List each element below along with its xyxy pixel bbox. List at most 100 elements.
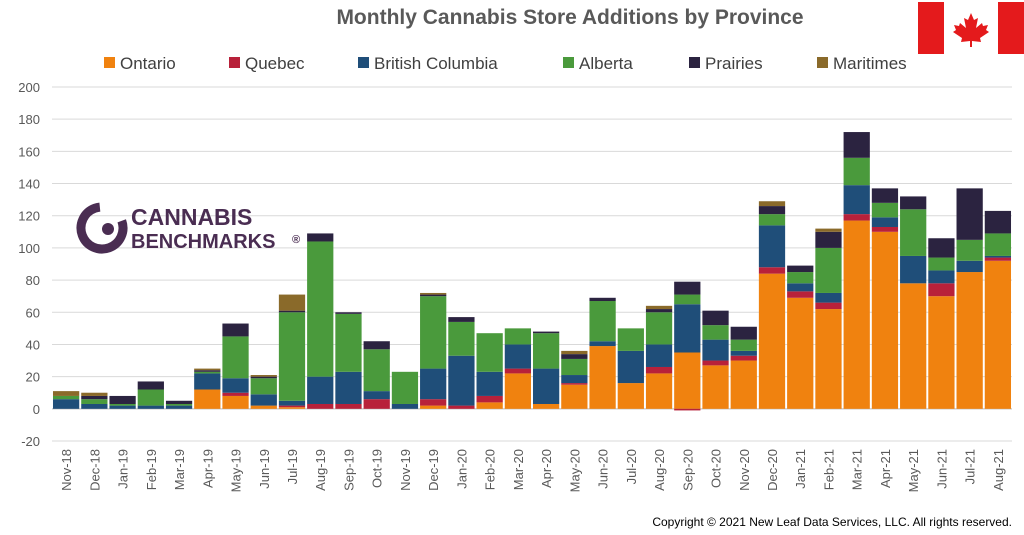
logo-line2: BENCHMARKS (131, 231, 275, 253)
bar-ontario-dec-19 (420, 405, 447, 409)
bar-prairies-may-19 (222, 323, 249, 337)
bar-alberta-jan-19 (109, 403, 136, 406)
bar-prairies-feb-19 (137, 381, 164, 390)
bar-alberta-jan-20 (448, 321, 475, 356)
bar-prairies-oct-20 (702, 310, 729, 326)
legend-swatch-ontario (104, 57, 115, 68)
bar-quebec-apr-21 (871, 226, 899, 232)
bar-quebec-feb-20 (476, 395, 503, 403)
bar-ontario-apr-19 (194, 389, 221, 409)
x-tick-label: May-19 (229, 449, 244, 492)
y-tick-label: 120 (18, 209, 40, 224)
x-tick-label: Jun-19 (257, 449, 272, 489)
legend-swatch-quebec (229, 57, 240, 68)
x-tick-label: Apr-21 (878, 449, 893, 488)
bar-british-columbia-feb-19 (137, 405, 164, 409)
bar-prairies-jul-19 (278, 310, 306, 313)
bar-prairies-dec-18 (81, 395, 108, 400)
y-tick-label: 60 (26, 305, 40, 320)
bar-alberta-feb-19 (137, 389, 164, 406)
bar-prairies-sep-19 (335, 312, 362, 314)
x-tick-label: Aug-20 (652, 449, 667, 491)
bar-maritimes-apr-19 (194, 368, 221, 371)
bar-prairies-jan-20 (448, 317, 475, 322)
x-tick-label: Nov-20 (737, 449, 752, 491)
bar-alberta-nov-20 (730, 339, 757, 351)
x-tick-label: Dec-18 (87, 449, 102, 491)
bar-alberta-jun-20 (589, 301, 616, 342)
bar-quebec-mar-21 (843, 214, 870, 221)
bar-alberta-may-21 (900, 209, 927, 256)
bar-alberta-jun-19 (250, 378, 277, 395)
bar-ontario-may-21 (900, 283, 927, 409)
bar-ontario-oct-20 (702, 365, 729, 409)
bar-british-columbia-jun-20 (589, 341, 616, 347)
bar-ontario-feb-21 (815, 309, 842, 409)
bar-alberta-oct-20 (702, 325, 729, 340)
bar-british-columbia-dec-19 (420, 368, 447, 400)
bar-alberta-aug-19 (307, 241, 334, 377)
x-tick-label: Jul-21 (963, 449, 978, 484)
bar-alberta-apr-20 (532, 333, 560, 369)
y-tick-label: 140 (18, 177, 40, 192)
bar-alberta-mar-21 (843, 157, 870, 186)
x-tick-label: Sep-20 (680, 449, 695, 491)
bar-alberta-aug-20 (645, 312, 673, 345)
bar-alberta-feb-20 (476, 333, 503, 372)
x-tick-label: Nov-18 (59, 449, 74, 491)
bar-ontario-dec-20 (758, 273, 786, 409)
x-tick-label: Dec-20 (765, 449, 780, 491)
x-tick-label: Jul-19 (285, 449, 300, 484)
bar-alberta-dec-18 (81, 399, 108, 404)
bar-prairies-jun-19 (250, 376, 277, 379)
bar-quebec-oct-19 (363, 399, 390, 409)
x-tick-label: Feb-20 (483, 449, 498, 490)
y-tick-label: 0 (33, 402, 40, 417)
bar-ontario-feb-20 (476, 402, 503, 409)
x-tick-label: Dec-19 (426, 449, 441, 491)
x-tick-label: Feb-21 (821, 449, 836, 490)
bar-british-columbia-dec-20 (758, 225, 786, 268)
bar-quebec-aug-19 (307, 403, 334, 409)
bar-prairies-jul-21 (956, 188, 983, 240)
x-tick-label: Jan-21 (793, 449, 808, 489)
x-tick-label: May-21 (906, 449, 921, 492)
bar-prairies-mar-19 (165, 400, 193, 404)
bar-british-columbia-oct-20 (702, 339, 729, 361)
bar-quebec-mar-20 (504, 368, 532, 374)
bar-maritimes-may-20 (561, 350, 588, 355)
bar-prairies-apr-20 (532, 331, 560, 334)
x-axis-ticks: Nov-18 Dec-18 Jan-19 Feb-19 Mar-19 Apr-19 May-… (59, 449, 1006, 492)
bar-prairies-oct-19 (363, 341, 390, 350)
bar-ontario-may-20 (561, 384, 588, 409)
bar-alberta-jan-21 (787, 272, 814, 284)
bar-british-columbia-jan-21 (787, 283, 814, 292)
bar-ontario-sep-20 (674, 352, 701, 409)
legend-swatch-alberta (563, 57, 574, 68)
bar-maritimes-feb-21 (815, 228, 842, 232)
bar-british-columbia-may-19 (222, 378, 249, 393)
bar-quebec-jul-19 (278, 405, 306, 408)
bar-prairies-aug-19 (307, 233, 334, 242)
bar-british-columbia-aug-21 (984, 255, 1012, 258)
bar-alberta-aug-21 (984, 233, 1012, 256)
bar-quebec-oct-20 (702, 360, 729, 366)
bar-ontario-aug-20 (645, 373, 673, 409)
bar-ontario-apr-20 (532, 403, 560, 409)
x-tick-label: Apr-20 (539, 449, 554, 488)
bar-british-columbia-jun-19 (250, 394, 277, 406)
y-tick-label: 80 (26, 273, 40, 288)
cannabis-benchmarks-logo: CANNABIS BENCHMARKS ® (76, 202, 300, 254)
x-tick-label: Jun-21 (934, 449, 949, 489)
chart-title: Monthly Cannabis Store Additions by Prov… (336, 6, 803, 29)
x-tick-label: Jan-19 (116, 449, 131, 489)
bar-alberta-may-19 (222, 336, 249, 379)
bar-quebec-jun-21 (928, 283, 955, 297)
x-tick-label: Aug-19 (313, 449, 328, 491)
bar-prairies-nov-20 (730, 326, 757, 340)
bars (52, 132, 1012, 411)
bar-prairies-jan-19 (109, 395, 136, 404)
bar-quebec-dec-20 (758, 267, 786, 274)
x-tick-label: Mar-19 (172, 449, 187, 490)
